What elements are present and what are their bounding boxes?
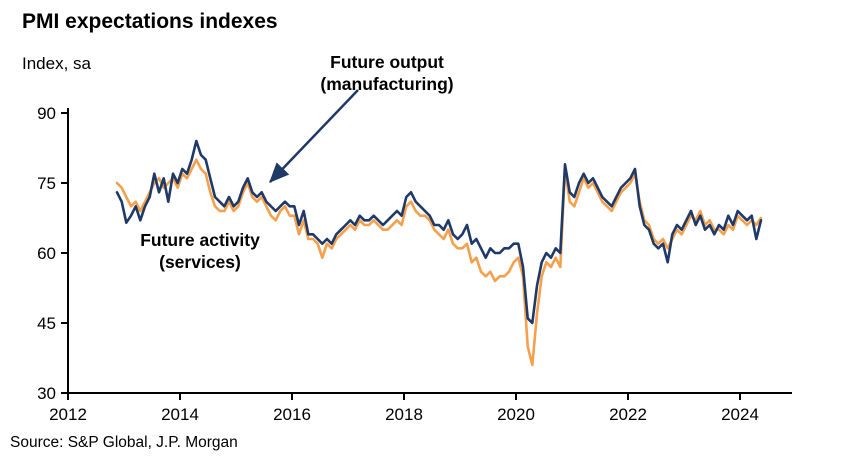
svg-text:2012: 2012 [49,405,87,424]
annotation-future-activity-line1: Future activity [140,230,260,250]
annotation-future-activity-line2: (services) [159,251,241,272]
annotation-future-activity: Future activity (services) [105,230,295,274]
svg-text:2018: 2018 [385,405,423,424]
svg-text:90: 90 [37,104,56,123]
svg-text:2014: 2014 [161,405,199,424]
svg-text:45: 45 [37,314,56,333]
axes: 30 45 60 75 90 2012 2014 2016 2018 2020 2022 2024 [37,104,792,424]
svg-text:30: 30 [37,384,56,403]
svg-text:60: 60 [37,244,56,263]
svg-text:2022: 2022 [609,405,647,424]
y-axis-unit-label: Index, sa [22,54,91,73]
annotation-arrow-icon [269,89,359,183]
chart-title: PMI expectations indexes [22,10,278,33]
svg-text:2016: 2016 [273,405,311,424]
svg-text:75: 75 [37,174,56,193]
annotation-future-output: Future output (manufacturing) [287,52,487,96]
series-lines [115,139,763,367]
svg-text:2020: 2020 [497,405,535,424]
annotation-future-output-line1: Future output [330,52,444,72]
svg-text:2024: 2024 [721,405,759,424]
annotation-future-output-line2: (manufacturing) [320,73,454,94]
source-note: Source: S&P Global, J.P. Morgan [10,434,238,451]
